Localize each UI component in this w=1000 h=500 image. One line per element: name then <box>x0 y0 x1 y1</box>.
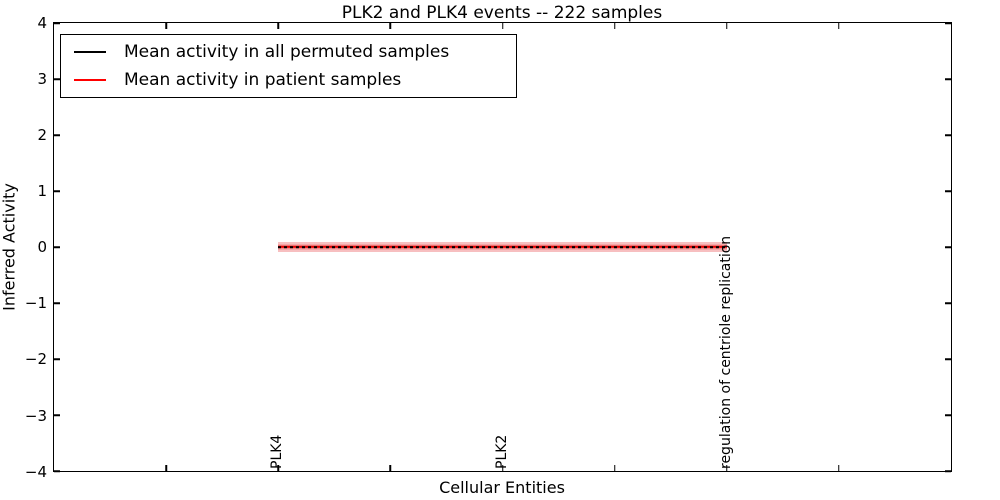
legend: Mean activity in all permuted samples Me… <box>60 34 517 98</box>
y-tick-right <box>945 302 951 304</box>
x-tick-label: PLK2 <box>493 434 510 469</box>
y-tick-left <box>54 22 60 24</box>
x-tick-bottom <box>613 465 616 471</box>
chart-title: PLK2 and PLK4 events -- 222 samples <box>341 3 663 23</box>
x-tick-bottom <box>389 465 392 471</box>
x-tick-bottom <box>277 465 279 471</box>
x-tick-bottom <box>726 465 728 471</box>
y-tick-label: −4 <box>24 463 47 481</box>
y-tick-right <box>945 22 951 24</box>
y-tick-label: 0 <box>37 238 47 256</box>
y-tick-left <box>54 246 60 248</box>
x-tick-label: regulation of centriole replication <box>717 235 734 469</box>
y-tick-label: 3 <box>37 70 47 88</box>
x-tick-top <box>277 23 279 29</box>
y-tick-label: 2 <box>37 126 47 144</box>
y-tick-right <box>945 358 951 360</box>
legend-entry-patient: Mean activity in patient samples <box>61 68 516 92</box>
y-tick-right <box>945 134 951 136</box>
y-tick-left <box>54 190 60 192</box>
y-tick-left <box>54 414 60 416</box>
x-tick-top <box>726 23 728 29</box>
x-axis-label: Cellular Entities <box>439 478 565 497</box>
red-line-sample <box>74 78 106 81</box>
y-tick-label: 4 <box>37 14 47 32</box>
x-tick-top <box>501 23 504 29</box>
y-tick-label: −1 <box>24 294 47 312</box>
legend-label: Mean activity in patient samples <box>124 69 402 90</box>
y-tick-right <box>945 470 951 472</box>
y-tick-left <box>54 302 60 304</box>
y-tick-label: −2 <box>24 350 47 368</box>
x-tick-top <box>389 23 392 29</box>
x-tick-top <box>613 23 616 29</box>
y-tick-left <box>54 470 60 472</box>
y-tick-left <box>54 134 60 136</box>
y-tick-label: −3 <box>24 407 47 425</box>
y-tick-label: 1 <box>37 182 47 200</box>
y-tick-right <box>945 78 951 80</box>
x-tick-bottom <box>838 465 840 471</box>
permuted-mean-line <box>278 246 727 248</box>
legend-label: Mean activity in all permuted samples <box>124 42 450 63</box>
y-tick-left <box>54 358 60 360</box>
y-tick-left <box>54 78 60 80</box>
x-tick-bottom <box>165 465 167 471</box>
y-tick-right <box>945 414 951 416</box>
y-tick-right <box>945 190 951 192</box>
x-tick-top <box>838 23 840 29</box>
x-tick-bottom <box>501 465 504 471</box>
legend-entry-permuted: Mean activity in all permuted samples <box>61 40 516 64</box>
y-tick-right <box>945 246 951 248</box>
x-tick-label: PLK4 <box>269 434 286 469</box>
x-tick-top <box>165 23 167 29</box>
black-line-sample <box>74 51 106 54</box>
